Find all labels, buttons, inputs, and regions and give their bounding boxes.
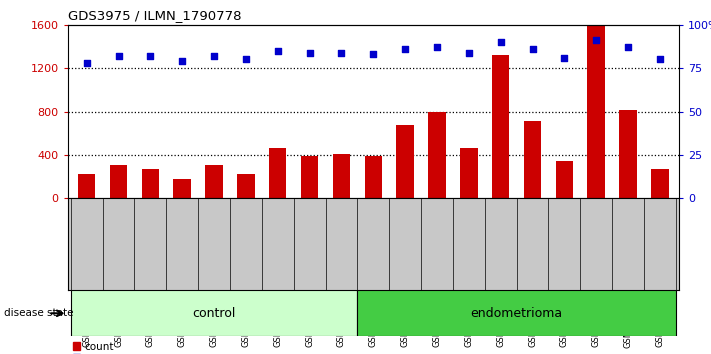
Bar [492,55,509,198]
Point [622,45,634,50]
Point [368,51,379,57]
Bar [524,121,541,198]
Point [208,53,220,59]
Bar [78,175,95,198]
Bar [396,125,414,198]
Bar [651,169,668,198]
Point [654,57,665,62]
Text: GDS3975 / ILMN_1790778: GDS3975 / ILMN_1790778 [68,9,241,22]
Bar [428,112,446,198]
Bar [333,154,351,198]
Point [113,53,124,59]
Bar [173,179,191,198]
Bar [141,169,159,198]
Bar [301,156,319,198]
Bar [555,161,573,198]
Bar [70,290,358,336]
Point [144,53,156,59]
Point [432,45,443,50]
Text: control: control [193,307,236,320]
Bar [619,110,637,198]
Text: disease state: disease state [4,308,73,318]
Legend: count, percentile rank within the sample: count, percentile rank within the sample [73,342,260,354]
Bar [237,175,255,198]
Point [400,46,411,52]
Bar [460,148,478,198]
Point [272,48,284,53]
Point [559,55,570,61]
Bar [205,165,223,198]
Point [495,39,506,45]
Point [304,50,315,55]
Point [591,38,602,43]
Bar [365,156,382,198]
Bar [109,165,127,198]
Point [463,50,474,55]
Point [527,46,538,52]
Point [240,57,252,62]
Point [176,58,188,64]
Text: endometrioma: endometrioma [471,307,562,320]
Bar [587,26,605,198]
Point [336,50,347,55]
Point [81,60,92,66]
Bar [358,290,676,336]
Bar [269,148,287,198]
